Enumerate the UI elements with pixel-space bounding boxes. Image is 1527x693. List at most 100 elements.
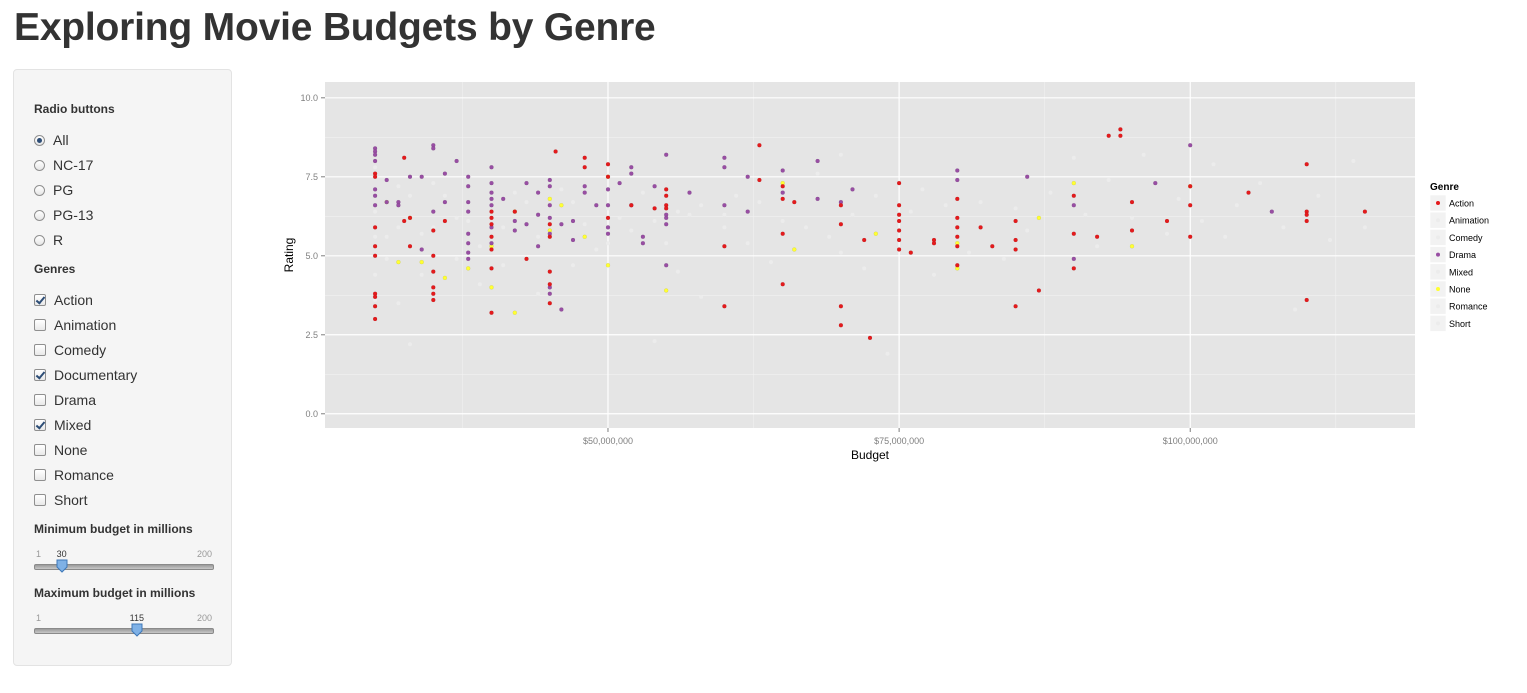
x-axis-label: Budget bbox=[851, 448, 890, 462]
data-point bbox=[431, 228, 436, 233]
data-point bbox=[1013, 247, 1018, 252]
data-point bbox=[372, 202, 378, 208]
data-point bbox=[792, 247, 797, 252]
data-point bbox=[571, 200, 575, 205]
data-point bbox=[955, 196, 960, 202]
slider-track[interactable] bbox=[34, 564, 214, 570]
checkbox-option-romance[interactable]: Romance bbox=[34, 466, 114, 484]
checkbox-option-short[interactable]: Short bbox=[34, 491, 87, 509]
min-budget-slider[interactable]: 1 200 30 bbox=[34, 549, 214, 583]
data-point bbox=[687, 212, 692, 217]
checkbox-option-none[interactable]: None bbox=[34, 441, 87, 459]
data-point bbox=[606, 206, 610, 211]
checkbox-option-comedy[interactable]: Comedy bbox=[34, 341, 106, 359]
checkbox[interactable] bbox=[34, 369, 46, 381]
data-point bbox=[664, 241, 669, 246]
radio-button[interactable] bbox=[34, 134, 45, 146]
checkbox-option-mixed[interactable]: Mixed bbox=[34, 416, 91, 434]
data-point bbox=[955, 266, 960, 271]
data-point bbox=[722, 165, 727, 170]
data-point bbox=[1269, 209, 1275, 214]
radio-option-pg-13[interactable]: PG-13 bbox=[34, 206, 93, 224]
data-point bbox=[745, 209, 750, 214]
data-point bbox=[896, 212, 902, 217]
data-point bbox=[1129, 244, 1135, 249]
data-point bbox=[547, 282, 552, 287]
legend-key-point bbox=[1436, 201, 1440, 205]
checkbox-option-action[interactable]: Action bbox=[34, 291, 93, 309]
data-point bbox=[896, 228, 902, 233]
checkbox[interactable] bbox=[34, 419, 46, 431]
checkbox[interactable] bbox=[34, 469, 46, 481]
data-point bbox=[384, 234, 389, 239]
slider-handle[interactable] bbox=[56, 559, 68, 573]
data-point bbox=[873, 231, 878, 236]
data-point bbox=[372, 244, 378, 249]
data-point bbox=[524, 180, 529, 186]
data-point bbox=[408, 342, 412, 347]
data-point bbox=[431, 297, 436, 303]
data-point bbox=[1293, 307, 1298, 312]
radio-option-all[interactable]: All bbox=[34, 131, 69, 149]
radio-button[interactable] bbox=[34, 184, 45, 196]
data-point bbox=[402, 155, 407, 161]
checkbox[interactable] bbox=[34, 319, 46, 331]
data-point bbox=[850, 187, 855, 192]
max-budget-slider[interactable]: 1 200 115 bbox=[34, 613, 214, 647]
checkbox[interactable] bbox=[34, 294, 46, 306]
checkbox[interactable] bbox=[34, 344, 46, 356]
data-point bbox=[1071, 193, 1077, 199]
data-point bbox=[431, 269, 436, 274]
data-point bbox=[1024, 174, 1030, 180]
data-point bbox=[617, 215, 622, 220]
slider-track[interactable] bbox=[34, 628, 214, 634]
radio-button[interactable] bbox=[34, 159, 45, 171]
data-point bbox=[442, 218, 448, 224]
legend-key-point bbox=[1436, 304, 1440, 309]
data-point bbox=[605, 187, 611, 192]
plot-panel bbox=[325, 82, 1415, 428]
data-point bbox=[978, 200, 983, 205]
data-point bbox=[955, 177, 960, 183]
legend-key bbox=[1429, 211, 1447, 229]
data-point bbox=[524, 256, 529, 262]
data-point bbox=[1223, 234, 1228, 239]
data-point bbox=[1187, 184, 1193, 189]
data-point bbox=[605, 225, 611, 230]
data-point bbox=[896, 202, 902, 208]
data-point bbox=[664, 202, 669, 208]
data-point bbox=[547, 231, 552, 236]
data-point bbox=[990, 244, 995, 249]
data-point bbox=[664, 193, 669, 199]
checkbox-option-documentary[interactable]: Documentary bbox=[34, 366, 137, 384]
checkbox-option-drama[interactable]: Drama bbox=[34, 391, 96, 409]
radio-option-pg[interactable]: PG bbox=[34, 181, 73, 199]
data-point bbox=[850, 212, 855, 217]
data-point bbox=[838, 221, 844, 227]
radio-option-nc-17[interactable]: NC-17 bbox=[34, 156, 93, 174]
data-point bbox=[757, 142, 762, 148]
checkbox-label: Short bbox=[54, 492, 88, 508]
checkbox[interactable] bbox=[34, 394, 46, 406]
data-point bbox=[885, 351, 890, 356]
checkbox[interactable] bbox=[34, 444, 46, 456]
data-point bbox=[867, 335, 873, 341]
data-point bbox=[664, 215, 669, 221]
checkbox-option-animation[interactable]: Animation bbox=[34, 316, 116, 334]
checkbox[interactable] bbox=[34, 494, 46, 506]
data-point bbox=[792, 199, 797, 205]
radio-option-r[interactable]: R bbox=[34, 231, 63, 249]
radio-button[interactable] bbox=[34, 209, 45, 221]
slider-handle[interactable] bbox=[131, 623, 143, 637]
legend-entry-label: None bbox=[1449, 285, 1471, 295]
data-point bbox=[1187, 202, 1193, 208]
data-point bbox=[722, 202, 727, 208]
data-point bbox=[1094, 234, 1100, 240]
legend-entry-label: Romance bbox=[1449, 302, 1488, 312]
radio-button[interactable] bbox=[34, 234, 45, 246]
data-point bbox=[466, 174, 471, 180]
data-point bbox=[722, 212, 727, 217]
data-point bbox=[547, 285, 552, 290]
max-budget-label: Maximum budget in millions bbox=[34, 586, 196, 600]
data-point bbox=[1304, 209, 1309, 214]
